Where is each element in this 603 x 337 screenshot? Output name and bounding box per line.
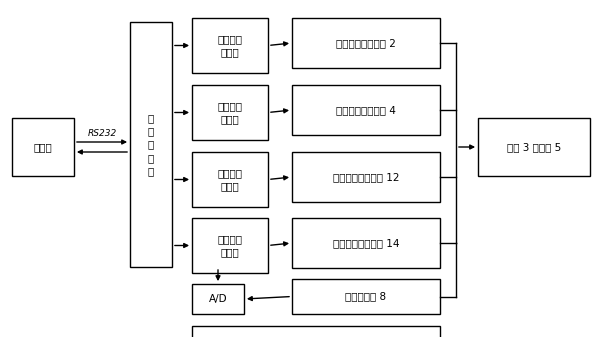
Text: RS232: RS232 xyxy=(87,128,116,137)
Bar xyxy=(292,218,440,268)
Text: 第三交流伺服电机 12: 第三交流伺服电机 12 xyxy=(333,172,399,182)
Bar xyxy=(292,152,440,202)
Bar xyxy=(292,18,440,68)
Bar xyxy=(292,279,440,314)
Bar xyxy=(130,22,172,267)
Text: 第四交流伺服电机 14: 第四交流伺服电机 14 xyxy=(333,238,399,248)
Text: 运
动
控
制
器: 运 动 控 制 器 xyxy=(148,113,154,176)
Text: 伺服电机
驱动器: 伺服电机 驱动器 xyxy=(218,34,242,57)
Text: 第一交流伺服电机 2: 第一交流伺服电机 2 xyxy=(336,38,396,48)
Text: 伺服电机
驱动器: 伺服电机 驱动器 xyxy=(218,234,242,257)
Text: 脉冲电源和惰性气体 21: 脉冲电源和惰性气体 21 xyxy=(280,336,352,337)
Text: 伺服电机
驱动器: 伺服电机 驱动器 xyxy=(218,101,242,124)
Text: 计算机: 计算机 xyxy=(34,142,52,152)
Bar xyxy=(192,152,268,207)
Text: A/D: A/D xyxy=(209,294,227,304)
Bar xyxy=(292,85,440,135)
Bar xyxy=(12,118,74,176)
Text: 第二交流伺服电机 4: 第二交流伺服电机 4 xyxy=(336,105,396,115)
Bar xyxy=(192,326,440,337)
Bar xyxy=(478,118,590,176)
Bar xyxy=(192,18,268,73)
Bar xyxy=(192,284,244,314)
Text: 测力传感器 8: 测力传感器 8 xyxy=(346,292,387,302)
Text: 工件 3 与电极 5: 工件 3 与电极 5 xyxy=(507,142,561,152)
Bar xyxy=(192,85,268,140)
Text: 伺服电机
驱动器: 伺服电机 驱动器 xyxy=(218,168,242,191)
Bar xyxy=(192,218,268,273)
